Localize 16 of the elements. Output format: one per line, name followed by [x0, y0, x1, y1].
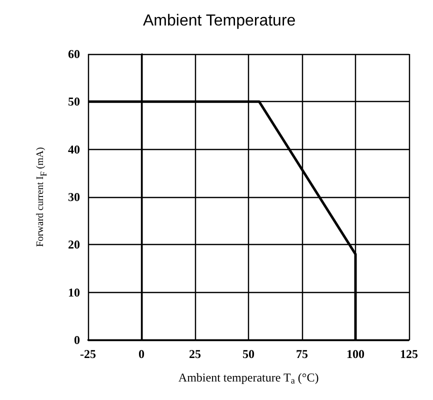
y-tick-label: 40 [68, 142, 80, 156]
y-tick-label: 10 [68, 285, 80, 300]
chart-title: Ambient Temperature [143, 12, 296, 30]
x-tick-label: 50 [242, 347, 254, 361]
x-tick-label: 25 [189, 347, 201, 361]
y-tick-label: 60 [68, 47, 80, 61]
x-tick-label: 125 [400, 347, 418, 361]
y-tick-label: 50 [68, 94, 80, 109]
x-tick-label: 75 [296, 347, 308, 361]
y-tick-label: 0 [74, 333, 80, 347]
x-tick-label: 100 [346, 347, 364, 361]
y-tick-label: 30 [68, 190, 80, 204]
y-axis-title: Forward current IF (mA) [35, 147, 48, 247]
x-tick-label: 0 [138, 347, 144, 361]
x-tick-label: -25 [80, 347, 96, 361]
y-tick-label: 20 [68, 238, 80, 252]
